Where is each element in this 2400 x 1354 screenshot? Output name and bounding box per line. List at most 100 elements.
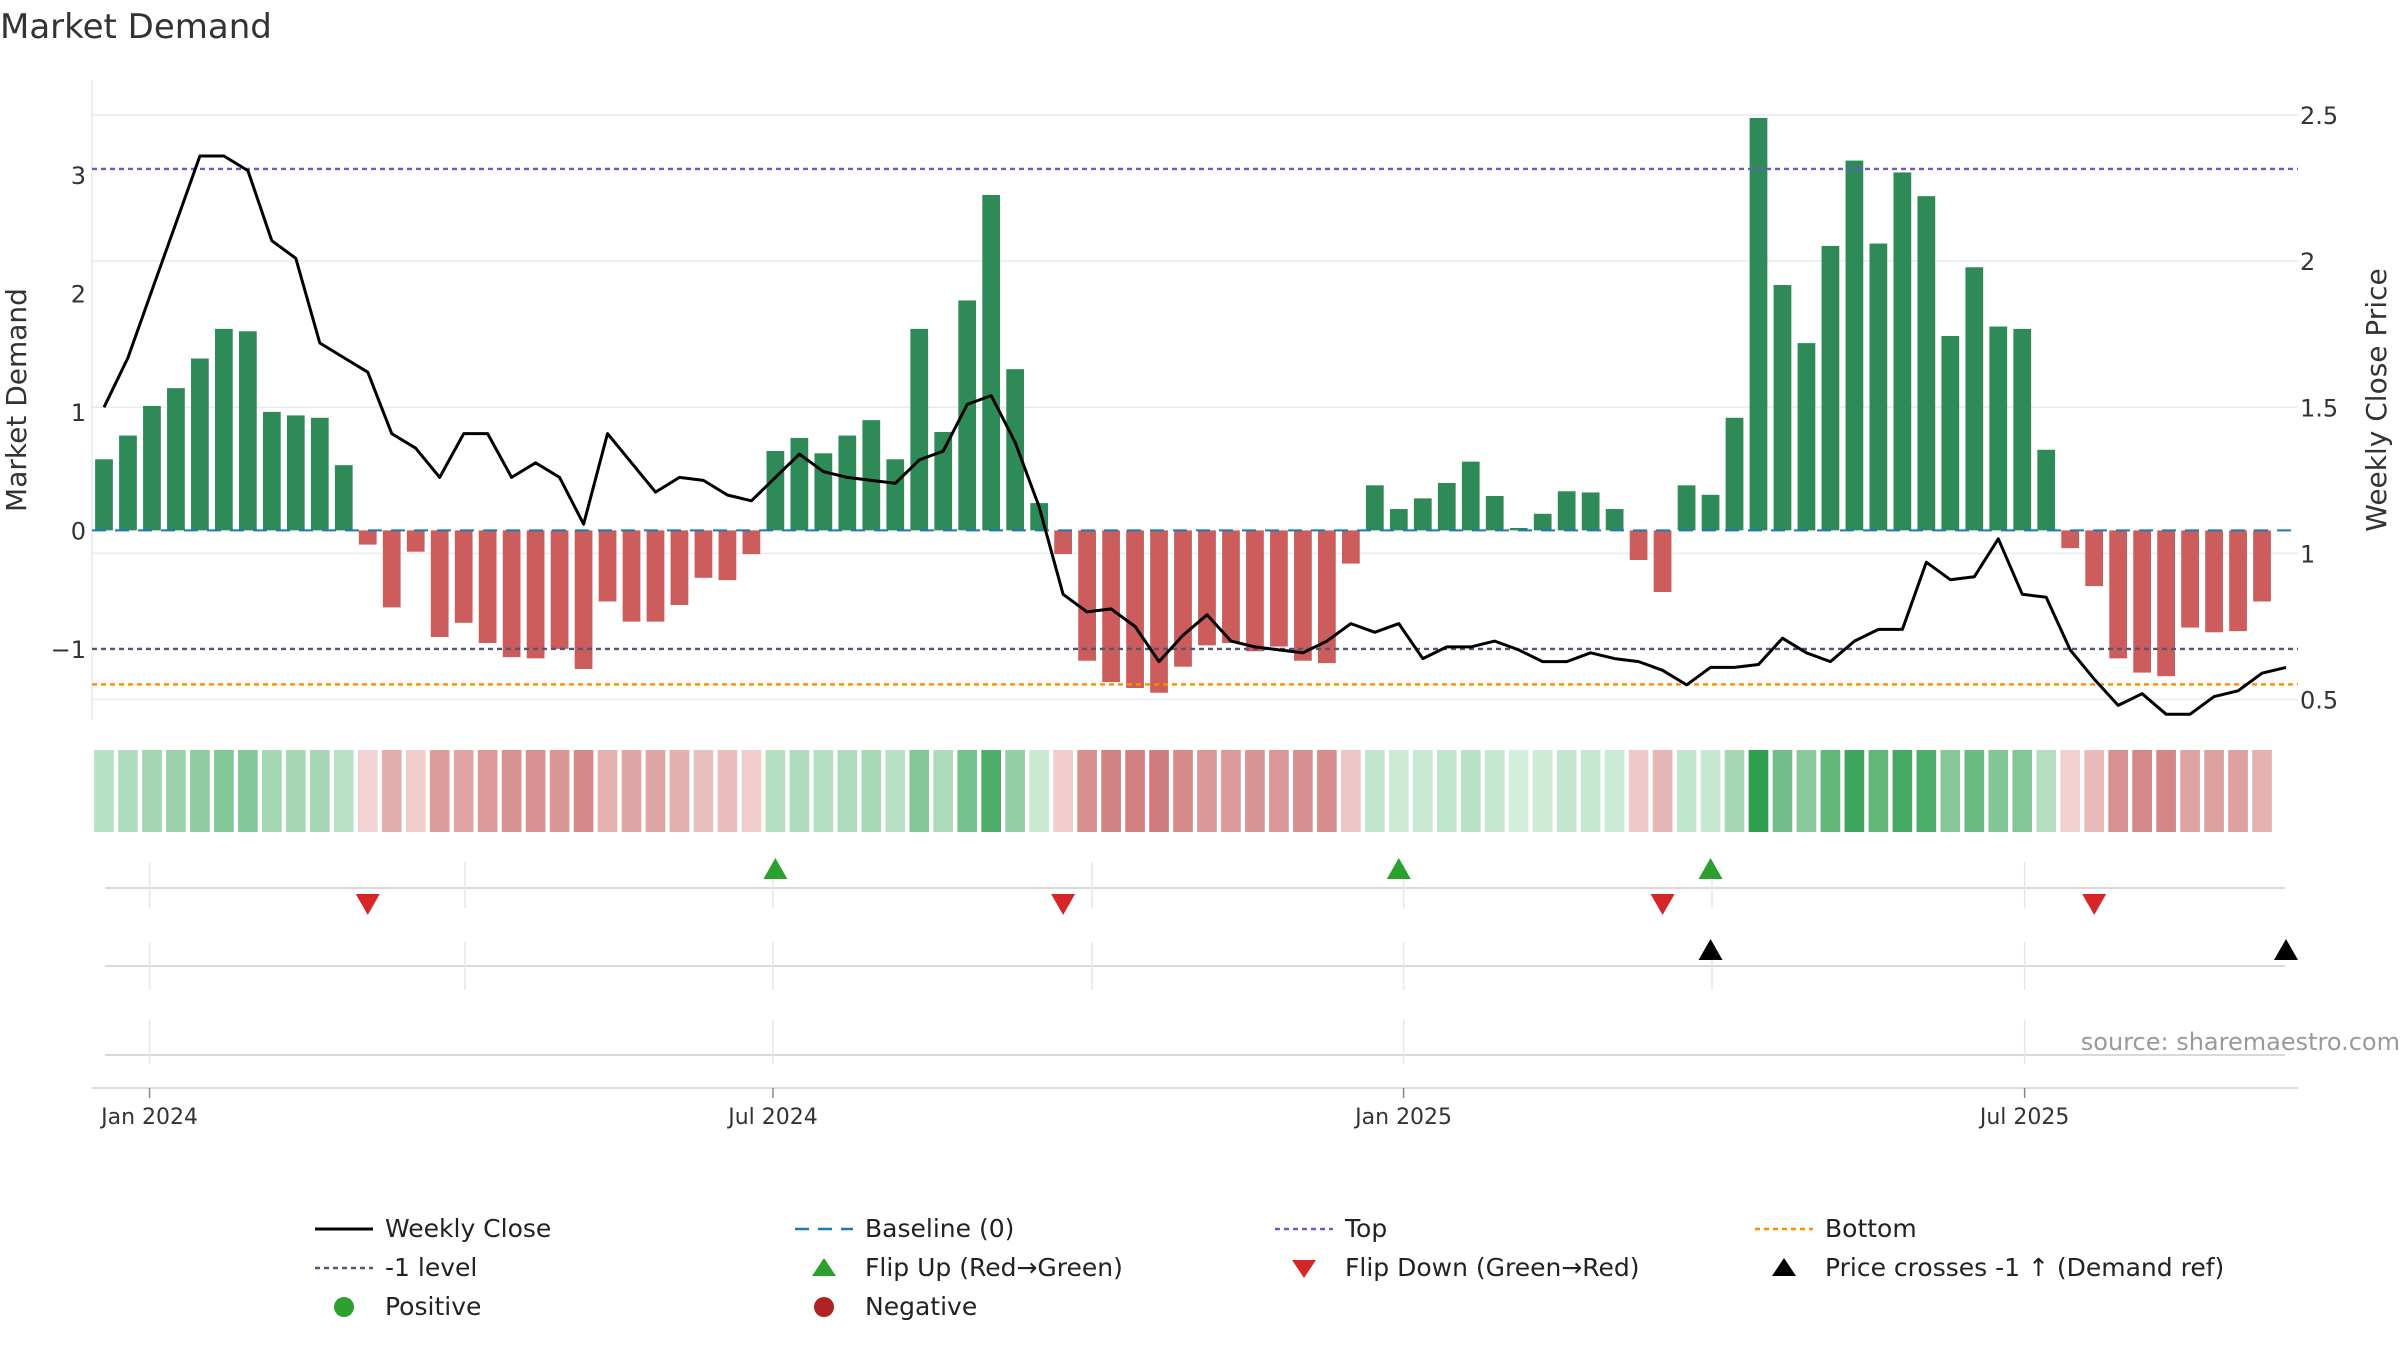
flip-down-marker [355,894,380,915]
demand-bar-positive [814,453,833,531]
demand-bar-negative [598,530,617,602]
legend-item: Bottom [1755,1214,1917,1243]
demand-bar-positive [191,358,209,531]
heat-cell [1868,750,1889,832]
x-tick-label: Jan 2024 [99,1105,198,1130]
demand-bar-positive [286,415,305,531]
legend-item: Negative [814,1292,977,1321]
flip-down-marker [1650,894,1675,915]
legend-label: Bottom [1825,1214,1917,1243]
heat-cell [2252,750,2272,832]
heat-cell [1293,750,1313,832]
demand-bar-positive [1677,485,1696,531]
heat-cell [1604,750,1625,832]
demand-bar-negative [406,530,425,552]
heat-cell [1940,750,1961,832]
demand-bar-positive [1725,417,1744,531]
heat-cell [1508,750,1529,832]
demand-bar-positive [167,388,185,531]
demand-heat-strip [94,750,2272,832]
heat-cell [1652,750,1673,832]
heat-cell [2060,750,2081,832]
heat-cell [1892,750,1913,832]
demand-bar-positive [119,435,137,531]
demand-bar-negative [694,530,713,578]
demand-bar-negative [2085,530,2104,587]
heat-cell [1724,750,1745,832]
demand-bar-negative [1150,530,1168,693]
flip-up-marker [1386,858,1411,879]
heat-cell [741,750,762,832]
legend-label: Baseline (0) [865,1214,1014,1243]
heat-cell [765,750,786,832]
heat-cell [238,750,258,832]
demand-bar-positive [1006,369,1025,531]
demand-bar-positive [1365,485,1384,531]
demand-bar-positive [886,459,905,531]
demand-bar-positive [1941,336,1960,531]
heat-cell [2132,750,2152,832]
heat-cell [2012,750,2033,832]
y-left-tick-label: 2 [71,280,86,308]
heat-cell [1245,750,1265,832]
heat-cell [1125,750,1145,832]
y-right-tick-label: 1.5 [2300,394,2338,422]
demand-bar-positive [238,331,257,531]
heat-cell [1580,750,1601,832]
demand-bar-positive [1749,117,1768,531]
heat-cell [1844,750,1865,832]
demand-bar-positive [1821,245,1840,531]
legend: Weekly Close Baseline (0) Top Bottom -1 leve… [315,1214,2224,1321]
demand-bar-negative [670,530,689,606]
demand-bar-negative [2061,530,2080,549]
heat-cell [885,750,906,832]
demand-bar-positive [95,459,113,531]
heat-cell [1388,750,1409,832]
legend-label: Flip Up (Red→Green) [865,1253,1123,1282]
x-tick-label: Jul 2024 [726,1105,818,1130]
y-right-tick-label: 0.5 [2300,687,2338,715]
demand-bar-positive [1557,491,1576,531]
heat-cell [285,750,306,832]
y-axis-right-label: Weekly Close Price [2360,268,2393,531]
demand-bar-positive [766,450,785,531]
demand-bar-negative [526,530,545,659]
heat-cell [357,750,378,832]
demand-bar-positive [2037,449,2056,531]
heat-cell [501,750,522,832]
reference-lines [92,167,2298,686]
heat-cell [1628,750,1649,832]
heat-cell [1269,750,1289,832]
legend-swatch-circle [814,1297,834,1317]
legend-item: Baseline (0) [795,1214,1014,1243]
heat-cell [381,750,402,832]
legend-swatch-triangle-up [1772,1258,1796,1276]
heat-cell [94,750,114,832]
heat-cell [1532,750,1553,832]
heat-cell [1077,750,1097,832]
axis-ticks: 3 2 1 0 −1 2.5 2 1.5 1 0.5 Jan 2024 Jul 2024 Jan 202… [51,102,2339,1130]
demand-bar-positive [934,432,953,531]
heat-cell [309,750,330,832]
price-cross-marker [2274,939,2299,960]
heat-cell [1436,750,1457,832]
demand-bar-positive [1461,461,1480,531]
heat-cell [214,750,234,832]
flip-down-marker [2082,894,2107,915]
y-right-tick-label: 2.5 [2300,102,2338,130]
y-right-tick-label: 2 [2300,248,2315,276]
demand-bar-negative [1102,530,1120,683]
heat-cell [573,750,594,832]
heat-cell [549,750,570,832]
demand-bar-negative [2133,530,2152,673]
demand-bar-positive [1605,509,1624,531]
heat-cell [1964,750,1985,832]
demand-bar-negative [2229,530,2247,632]
heat-cell [525,750,546,832]
demand-bar-negative [1246,530,1264,652]
heat-cell [1988,750,2009,832]
chart-title: Market Demand [0,7,272,47]
heat-cell [1748,750,1769,832]
y-left-tick-label: 1 [71,399,86,427]
